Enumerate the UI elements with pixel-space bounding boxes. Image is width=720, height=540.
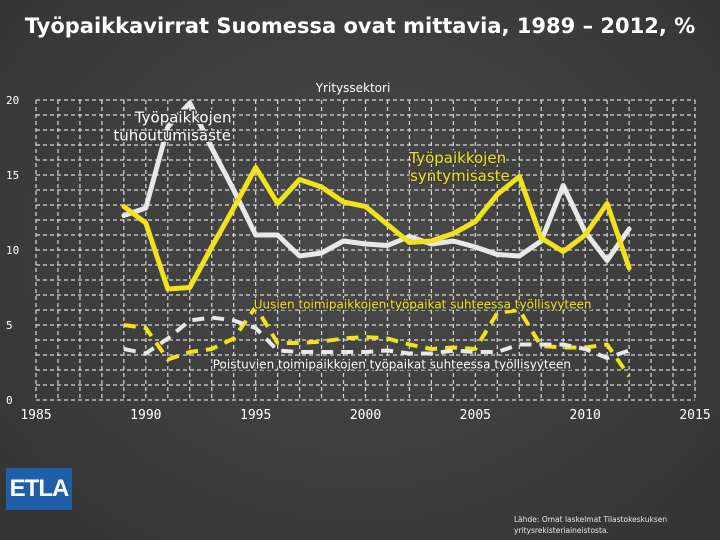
source-note: Lähde: Omat laskelmat Tilastokeskuksen y…: [514, 514, 714, 536]
annotation-label: Uusien toimipaikkojen työpaikat suhteess…: [254, 298, 592, 312]
y-tick-label: 5: [6, 319, 13, 332]
etla-logo: ETLA: [6, 468, 72, 510]
x-tick-label: 2010: [570, 408, 601, 423]
annotations: TyöpaikkojentuhoutumisasteTyöpaikkojensy…: [112, 107, 593, 373]
y-tick-label: 0: [6, 394, 13, 407]
source-line-2: yritysrekisteriaineistosta.: [514, 526, 609, 535]
x-tick-label: 1990: [130, 408, 161, 423]
series-line-1: [121, 100, 632, 263]
y-tick-label: 10: [6, 244, 19, 257]
x-tick-label: 1985: [20, 408, 51, 423]
annotation-label: Poistuvien toimipaikkojen työpaikat suht…: [213, 358, 571, 372]
chart-title: Työpaikkavirrat Suomessa ovat mittavia, …: [24, 14, 696, 38]
x-tick-label: 2015: [679, 408, 710, 423]
chart-subtitle: Yrityssektori: [315, 81, 391, 95]
series-line-2: [121, 165, 632, 292]
source-line-1: Lähde: Omat laskelmat Tilastokeskuksen: [514, 515, 668, 524]
x-tick-label: 1995: [240, 408, 271, 423]
annotation-label: Työpaikkojen: [134, 109, 232, 127]
x-tick-label: 2000: [350, 408, 381, 423]
axis-labels: 0 5 10 15 20 1985 1990 1995 2000 2005 2010 2015: [6, 94, 711, 423]
grid: [35, 99, 696, 401]
annotation-label: Työpaikkojen: [408, 149, 506, 167]
annotation-label: tuhoutumisaste: [113, 127, 231, 145]
x-tick-label: 2005: [460, 408, 491, 423]
series-lines: [121, 100, 632, 378]
y-tick-label: 20: [6, 94, 19, 107]
series-line-4: [123, 315, 630, 360]
y-tick-label: 15: [6, 169, 19, 182]
annotation-label: syntymisaste: [410, 167, 510, 185]
